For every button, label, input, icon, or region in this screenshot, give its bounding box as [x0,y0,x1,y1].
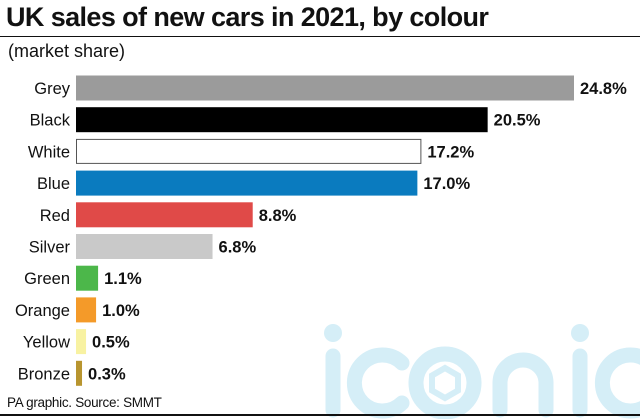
category-label-red: Red [40,207,70,225]
value-label-red: 8.8% [259,207,297,225]
category-label-orange: Orange [15,302,70,320]
watermark-o [408,346,482,419]
value-label-silver: 6.8% [219,239,257,257]
watermark-logo [324,324,640,419]
value-label-bronze: 0.3% [88,365,126,383]
watermark-dot-1 [324,324,342,342]
watermark-c-1 [346,347,410,419]
category-label-silver: Silver [29,239,71,257]
source-note: PA graphic. Source: SMMT [7,395,162,410]
category-label-blue: Blue [37,175,70,193]
bar-bronze [76,360,83,386]
category-label-green: Green [24,270,70,288]
bars-group: Grey 24.8% Black 20.5% White 17.2% Blue 17.0% Re… [15,75,627,386]
bar-green [76,265,99,291]
bar-red [76,202,253,228]
value-label-green: 1.1% [104,270,142,288]
bar-grey [76,75,574,101]
bottom-divider [0,414,640,416]
chart-subtitle: (market share) [8,41,126,61]
chart-title: UK sales of new cars in 2021, by colour [6,2,489,32]
value-label-orange: 1.0% [102,302,140,320]
category-label-black: Black [30,112,71,130]
category-label-white: White [28,143,70,161]
value-label-white: 17.2% [427,143,474,161]
category-label-grey: Grey [34,80,71,98]
value-label-blue: 17.0% [423,175,470,193]
bar-yellow [76,329,87,355]
category-label-yellow: Yellow [23,334,70,352]
bar-blue [76,170,418,196]
value-label-black: 20.5% [494,112,541,130]
category-label-bronze: Bronze [18,365,70,383]
watermark-n [492,352,554,418]
bar-black [76,107,488,133]
watermark-dot-2 [571,324,589,342]
watermark-hexagon [429,364,461,402]
bar-silver [76,234,213,259]
value-label-yellow: 0.5% [92,334,130,352]
value-label-grey: 24.8% [580,80,627,98]
bar-orange [76,297,97,323]
title-divider [0,36,640,37]
watermark-c-2 [594,347,640,419]
bar-white [76,138,422,164]
